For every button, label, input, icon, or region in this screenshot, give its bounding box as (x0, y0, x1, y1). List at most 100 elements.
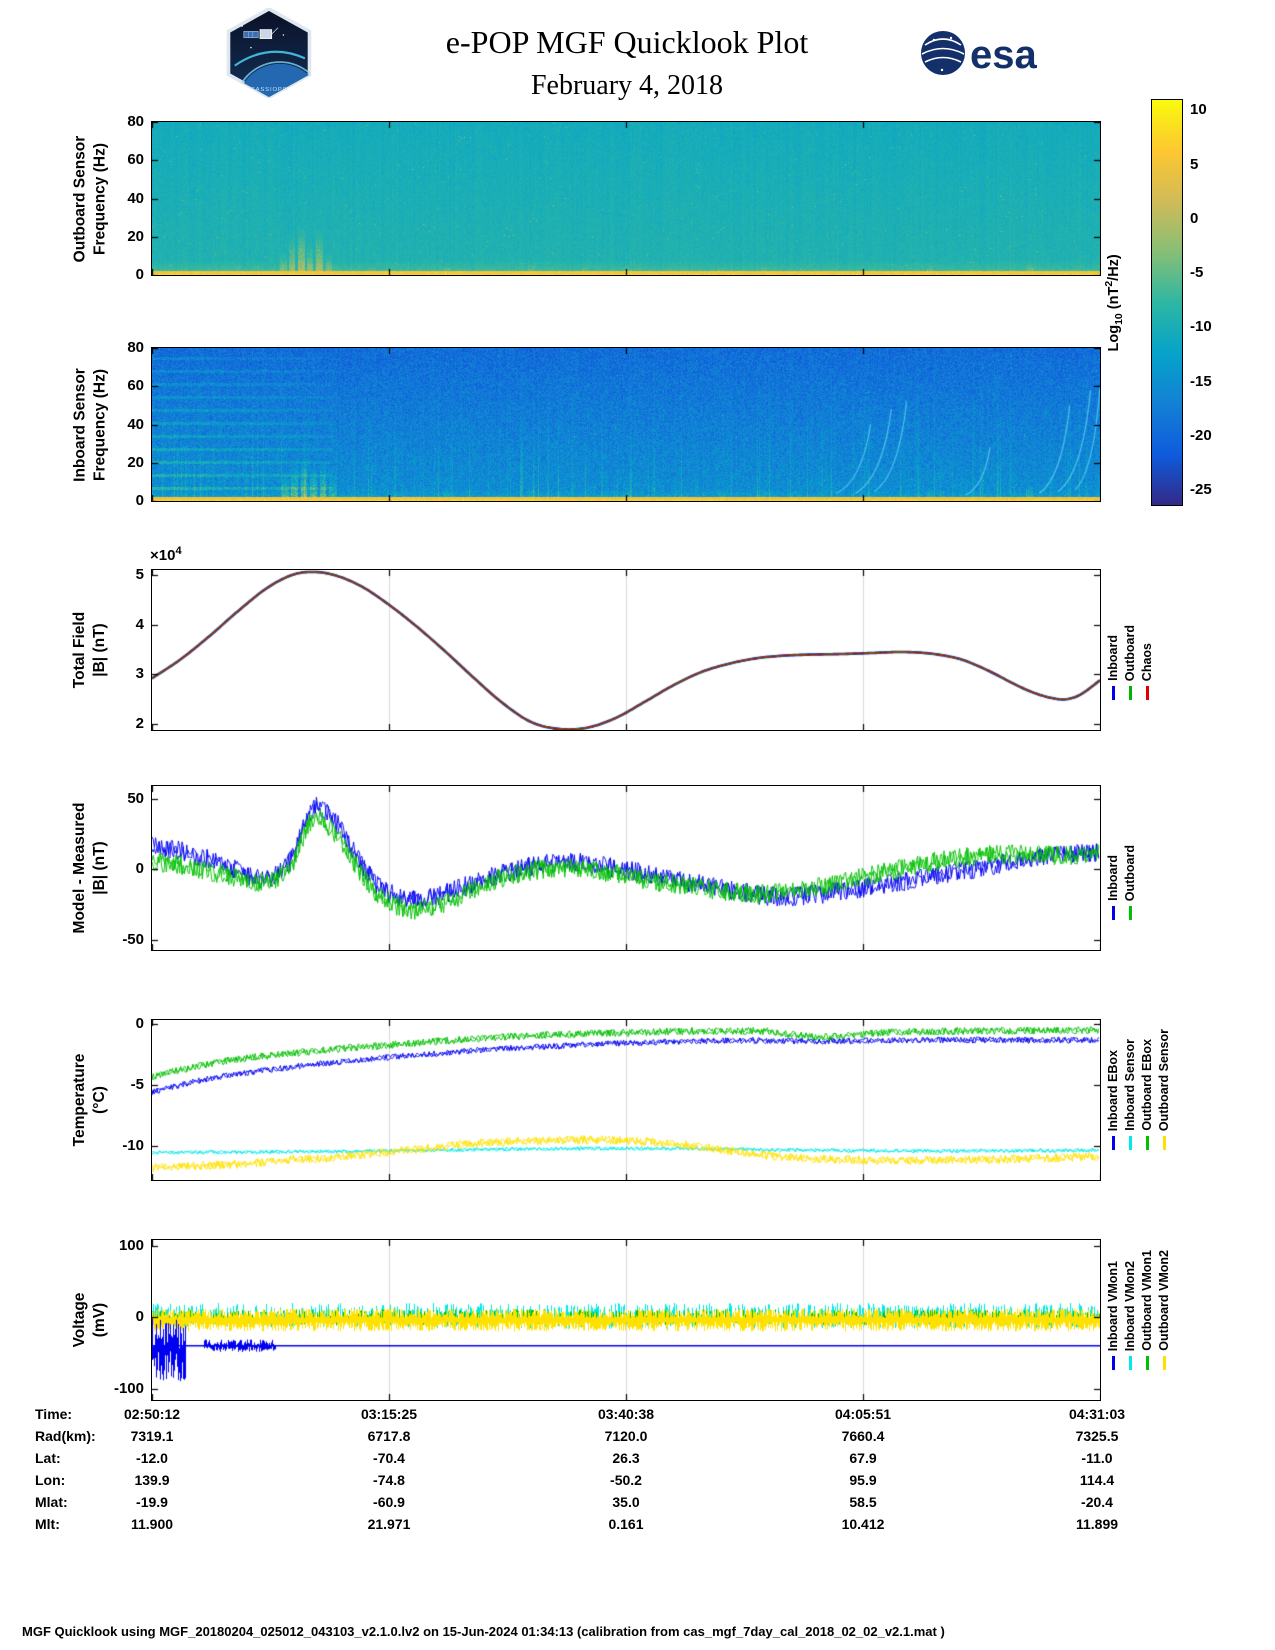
table-cell: 04:05:51 (834, 1406, 892, 1422)
esa-globe-icon (921, 31, 965, 75)
inboard-spectrogram-ylabel: Inboard Sensor Frequency (Hz) (71, 367, 108, 482)
table-row-label: Lon: (35, 1472, 66, 1488)
outboard-spectrogram-ytick-label: 20 (127, 227, 144, 245)
table-cell: 10.412 (841, 1516, 885, 1532)
colorbar-label: Log10 (nT2/Hz) (1103, 254, 1125, 352)
outboard-spectrogram-panel (151, 121, 1101, 276)
table-cell: -12.0 (136, 1450, 168, 1466)
model-measured-panel (151, 785, 1101, 951)
patch-satellite (243, 27, 279, 39)
legend-label: Outboard (1123, 844, 1137, 901)
table-row-label: Mlat: (35, 1494, 68, 1510)
legend-label: Outboard VMon1 (1140, 1250, 1154, 1351)
colorbar-tick-label: -15 (1190, 372, 1212, 390)
table-cell: 95.9 (849, 1472, 877, 1488)
model-measured-legend: Inboard Outboard (1106, 788, 1137, 920)
outboard-spectrogram-ytick-label: 80 (127, 113, 144, 130)
table-cell: 7660.4 (841, 1428, 885, 1444)
legend-label: Outboard EBox (1140, 1039, 1154, 1131)
table-cell: -70.4 (373, 1450, 405, 1466)
table-cell: 6717.8 (367, 1428, 411, 1444)
total-field-ylabel: Total Field |B| (nT) (71, 611, 108, 689)
table-cell: 11.900 (130, 1516, 174, 1532)
table-cell: -20.4 (1081, 1494, 1113, 1510)
colorbar-tick-label: -25 (1190, 481, 1212, 499)
temperature-ytick-label: -10 (122, 1136, 144, 1154)
legend-marker (1145, 1136, 1149, 1150)
legend-marker (1111, 906, 1115, 920)
table-cell: -11.0 (1081, 1450, 1113, 1466)
inboard-spectrogram-ytick-label: 60 (127, 377, 144, 395)
esa-logo-text: esa (970, 33, 1037, 77)
colorbar-tick-label: 10 (1190, 101, 1207, 119)
legend-entry: Outboard (1123, 788, 1137, 920)
legend-label: Inboard EBox (1106, 1049, 1120, 1131)
temperature-ylabel: Temperature (°C) (71, 1053, 108, 1147)
legend-entry: Outboard VMon1 (1140, 1242, 1154, 1370)
voltage-ytick-label: 100 (118, 1236, 144, 1254)
voltage-ytick-label: 0 (135, 1308, 144, 1326)
legend-marker (1128, 1136, 1132, 1150)
legend-marker (1128, 1356, 1132, 1370)
outboard-spectrogram-ylabel: Outboard Sensor Frequency (Hz) (71, 135, 108, 262)
legend-marker (1111, 1136, 1115, 1150)
legend-marker (1145, 686, 1149, 700)
table-cell: 7120.0 (604, 1428, 648, 1444)
table-cell: 21.971 (367, 1516, 411, 1532)
colorbar-tick-label: 5 (1190, 155, 1199, 173)
legend-label: Inboard (1106, 855, 1120, 901)
table-cell: 04:31:03 (1068, 1406, 1126, 1422)
table-cell: -74.8 (373, 1472, 405, 1488)
total-field-ytick-label: 3 (135, 665, 144, 683)
legend-entry: Outboard Sensor (1157, 1022, 1171, 1150)
patch-swoosh (234, 50, 306, 67)
colorbar-tick-label: -10 (1190, 318, 1212, 336)
legend-marker (1128, 906, 1132, 920)
outboard-spectrogram-ytick-label: 40 (127, 189, 144, 207)
model-measured-ylabel: Model - Measured |B| (nT) (71, 802, 108, 934)
table-row-label: Lat: (35, 1450, 61, 1466)
table-cell: 35.0 (612, 1494, 640, 1510)
temperature-panel (151, 1019, 1101, 1181)
model-measured-ytick-label: -50 (122, 931, 144, 949)
table-cell: 02:50:12 (123, 1406, 181, 1422)
table-row-label: Mlt: (35, 1516, 60, 1532)
legend-label: Inboard Sensor (1123, 1039, 1137, 1131)
total-field-canvas (152, 570, 1100, 730)
legend-marker (1111, 686, 1115, 700)
legend-entry: Outboard VMon2 (1157, 1242, 1171, 1370)
table-cell: 11.899 (1075, 1516, 1119, 1532)
inboard-spectrogram-canvas (152, 348, 1100, 501)
inboard-spectrogram-ytick-label: 20 (127, 453, 144, 471)
patch-text: CASSIOPE (250, 87, 287, 93)
legend-entry: Outboard (1123, 572, 1137, 700)
exponent-power: 4 (175, 545, 182, 557)
legend-entry: Inboard VMon1 (1106, 1242, 1120, 1370)
footer-caption: MGF Quicklook using MGF_20180204_025012_… (22, 1624, 945, 1639)
legend-marker (1111, 1356, 1115, 1370)
table-cell: 139.9 (134, 1472, 170, 1488)
legend-marker (1162, 1356, 1166, 1370)
legend-label: Inboard VMon2 (1123, 1260, 1137, 1351)
colorbar-tick-label: -20 (1190, 427, 1212, 445)
voltage-canvas (152, 1240, 1100, 1400)
legend-label: Outboard Sensor (1157, 1028, 1171, 1131)
inboard-spectrogram-ytick-label: 40 (127, 415, 144, 433)
voltage-legend: Inboard VMon1 Inboard VMon2 Outboard VMon1… (1106, 1242, 1171, 1370)
legend-marker (1128, 686, 1132, 700)
table-cell: 0.161 (608, 1516, 644, 1532)
total-field-legend: Inboard Outboard Chaos (1106, 572, 1154, 700)
table-row-label: Rad(km): (35, 1428, 96, 1444)
table-cell: 7325.5 (1075, 1428, 1119, 1444)
voltage-panel (151, 1239, 1101, 1401)
inboard-spectrogram-ytick-label: 80 (127, 339, 144, 356)
esa-logo: esa (918, 26, 1038, 85)
outboard-spectrogram-ytick-label: 0 (135, 266, 144, 283)
table-cell: 7319.1 (130, 1428, 174, 1444)
colorbar-tick-label: 0 (1190, 209, 1199, 227)
table-cell: -60.9 (373, 1494, 405, 1510)
table-cell: 58.5 (849, 1494, 877, 1510)
legend-entry: Inboard (1106, 572, 1120, 700)
